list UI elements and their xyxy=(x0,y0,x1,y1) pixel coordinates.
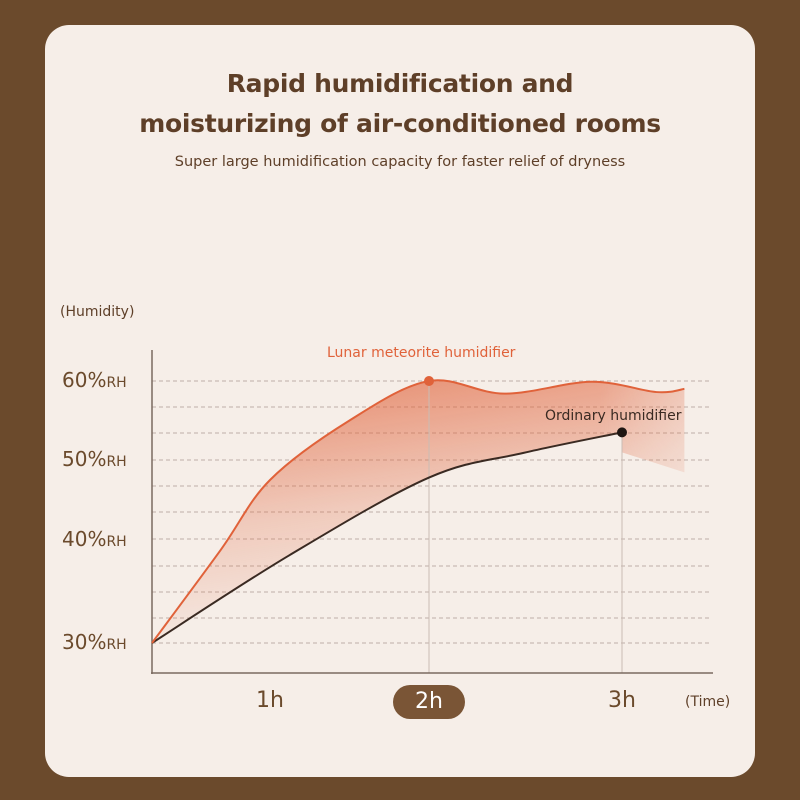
lunar-series-line xyxy=(151,379,685,644)
ordinary-end-marker xyxy=(617,427,627,438)
x-tick-2h-highlighted: 2h xyxy=(393,685,465,719)
y-axis-title: (Humidity) xyxy=(60,304,135,320)
subtitle: Super large humidification capacity for … xyxy=(174,154,626,170)
lunar-peak-marker xyxy=(424,376,434,386)
title-line-2: moisturizing of air-conditioned rooms xyxy=(139,109,661,138)
y-tick-30: 30%RH xyxy=(62,630,127,654)
ordinary-series-label: Ordinary humidifier xyxy=(545,408,682,424)
page-title: Rapid humidification and moisturizing of… xyxy=(0,64,800,144)
y-tick-60: 60%RH xyxy=(62,368,127,392)
title-line-1: Rapid humidification and xyxy=(226,69,574,98)
x-tick-1h: 1h xyxy=(256,688,284,713)
ordinary-series-line xyxy=(151,431,623,644)
x-tick-3h: 3h xyxy=(608,688,636,713)
y-tick-40: 40%RH xyxy=(62,527,127,551)
y-tick-50: 50%RH xyxy=(62,447,127,471)
x-axis-title: (Time) xyxy=(685,694,731,710)
lunar-series-label: Lunar meteorite humidifier xyxy=(327,345,516,361)
